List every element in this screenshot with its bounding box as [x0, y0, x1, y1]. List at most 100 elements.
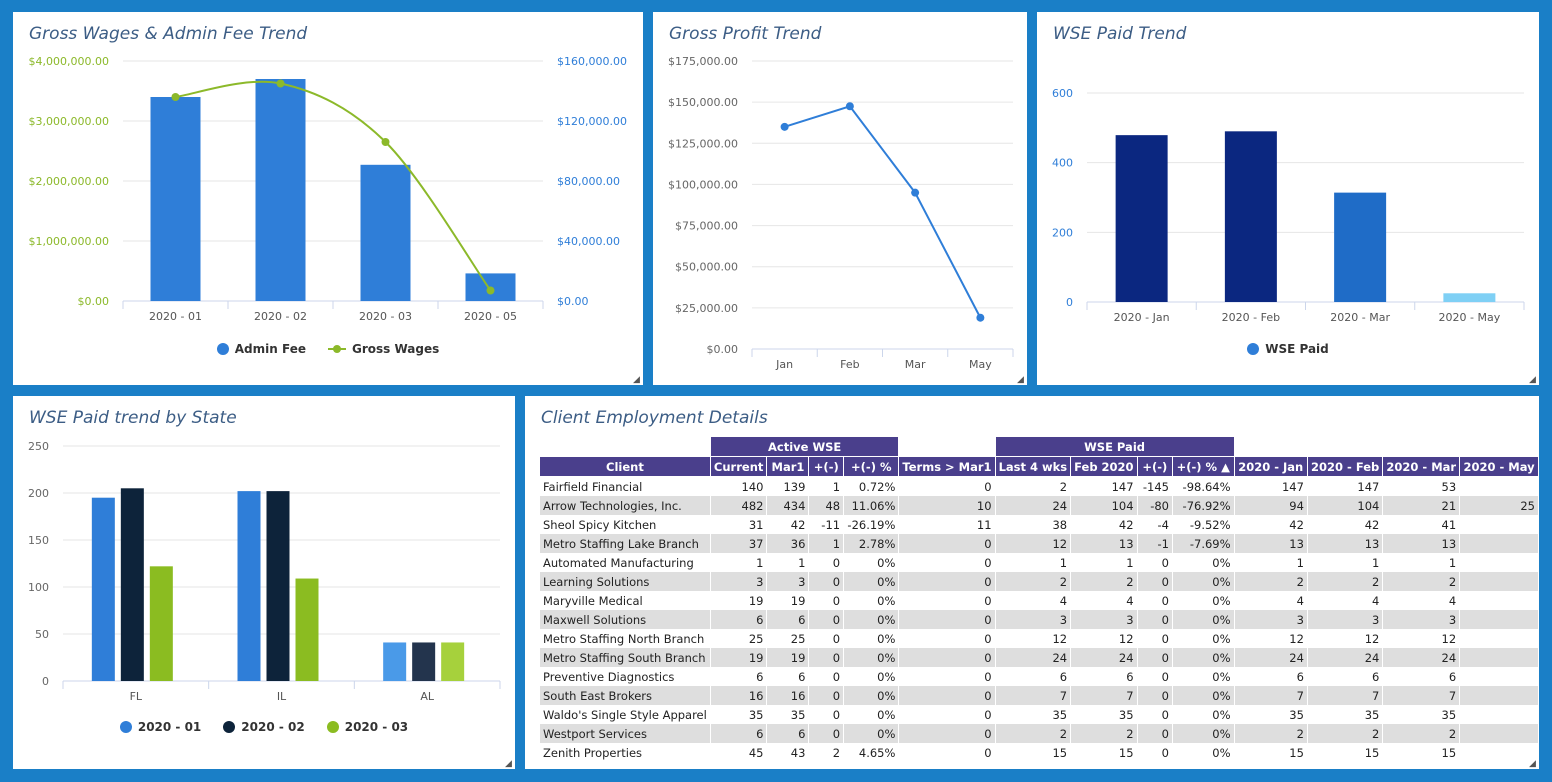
resize-handle-icon[interactable]: ◢ [1529, 758, 1536, 768]
table-cell: 53 [1382, 476, 1461, 496]
resize-handle-icon[interactable]: ◢ [633, 374, 640, 384]
column-header[interactable]: +(-) [808, 456, 845, 477]
table-cell: 13 [1382, 534, 1461, 553]
table-row[interactable]: Automated Manufacturing 1 1 0 0% 0 1 1 0 0% 1 1 1 [539, 553, 1539, 572]
table-cell: 2 [808, 743, 845, 762]
column-header[interactable]: Terms > Mar1 [898, 456, 996, 477]
table-row[interactable]: Westport Services 6 6 0 0% 0 2 2 0 0% 2 2 2 [539, 724, 1539, 743]
gross-profit-point [976, 313, 985, 322]
legend-2020-02[interactable]: 2020 - 02 [223, 720, 305, 734]
table-cell: 0 [808, 610, 845, 629]
legend-admin-fee[interactable]: Admin Fee [216, 342, 306, 356]
legend-2020-03[interactable]: 2020 - 03 [326, 720, 408, 734]
y-right-tick-label: $80,000.00 [557, 175, 620, 188]
y-right-tick-label: $0.00 [557, 295, 589, 308]
table-cell: 3 [1382, 610, 1461, 629]
table-cell: 0% [1172, 572, 1235, 591]
table-row[interactable]: Metro Staffing South Branch 19 19 0 0% 0 24 24 0… [539, 648, 1539, 667]
legend-wse-paid[interactable]: WSE Paid [1247, 342, 1329, 356]
resize-handle-icon[interactable]: ◢ [505, 758, 512, 768]
table-row[interactable]: Metro Staffing Lake Branch 37 36 1 2.78% 0 12 1… [539, 534, 1539, 553]
table-cell: 0 [1136, 629, 1174, 648]
column-header[interactable]: +(-) % ▲ [1172, 456, 1235, 477]
table-row[interactable]: Fairfield Financial 140 139 1 0.72% 0 2 147 -145… [539, 476, 1539, 496]
column-header[interactable]: Client [539, 456, 711, 477]
column-header[interactable]: 2020 - Jan [1233, 456, 1308, 477]
client-name-cell: Learning Solutions [539, 572, 711, 591]
table-cell: 43 [766, 743, 810, 762]
y-tick-label: $100,000.00 [668, 178, 738, 191]
table-row[interactable]: Zenith Properties 45 43 2 4.65% 0 15 15 0 0% 15 15 1… [539, 743, 1539, 762]
table-cell: -98.64% [1172, 476, 1235, 496]
table-cell: 24 [994, 496, 1072, 515]
table-cell: 482 [709, 496, 768, 515]
table-cell: 6 [1070, 667, 1138, 686]
y-tick-label: 250 [28, 440, 49, 453]
column-header[interactable]: Last 4 wks [994, 456, 1072, 477]
table-cell: 1 [1306, 553, 1384, 572]
table-cell: 0 [1136, 610, 1174, 629]
table-cell: 0 [898, 686, 996, 705]
table-cell: 45 [709, 743, 768, 762]
table-cell: 0% [843, 686, 900, 705]
table-cell: 35 [1306, 705, 1384, 724]
panel-title: WSE Paid trend by State [29, 408, 237, 428]
column-header[interactable]: +(-) [1136, 456, 1174, 477]
blank-header [898, 436, 996, 457]
table-row[interactable]: Maryville Medical 19 19 0 0% 0 4 4 0 0% 4 4 4 [539, 591, 1539, 610]
legend-2020-01[interactable]: 2020 - 01 [119, 720, 201, 734]
resize-handle-icon[interactable]: ◢ [1529, 374, 1536, 384]
table-cell: 4 [1382, 591, 1461, 610]
x-tick-label: 2020 - Jan [1114, 311, 1170, 324]
gross-profit-point [845, 102, 854, 111]
legend-gross-wages[interactable]: Gross Wages [327, 342, 439, 356]
wse-state-chart: 0 50 100 150 200 250 FL IL AL [28, 440, 501, 703]
table-cell: 36 [766, 534, 810, 553]
wse-paid-group-header: WSE Paid [994, 436, 1235, 457]
chart-legend[interactable]: WSE Paid [1037, 342, 1539, 356]
table-row[interactable]: Waldo's Single Style Apparel 35 35 0 0% 0 35 35… [539, 705, 1539, 724]
table-cell: 2.78% [843, 534, 900, 553]
chart-legend[interactable]: Admin Fee Gross Wages [13, 342, 643, 356]
table-cell: 0% [843, 553, 900, 572]
column-header[interactable]: 2020 - May [1459, 456, 1539, 477]
table-row[interactable]: Sheol Spicy Kitchen 31 42 -11 -26.19% 11 38 42-… [539, 515, 1539, 534]
table-cell: 6 [766, 610, 810, 629]
table-cell: 24 [1070, 648, 1138, 667]
table-row[interactable]: Maxwell Solutions 6 6 0 0% 0 3 3 0 0% 3 3 3 [539, 610, 1539, 629]
column-header[interactable]: 2020 - Mar [1382, 456, 1461, 477]
chart-legend[interactable]: 2020 - 01 2020 - 02 2020 - 03 [13, 720, 515, 734]
y-tick-label: $25,000.00 [675, 302, 738, 315]
table-cell: -80 [1136, 496, 1174, 515]
table-cell: 12 [1070, 629, 1138, 648]
gross-wages-chart: $0.00 $1,000,000.00 $2,000,000.00 $3,000,00… [29, 55, 627, 323]
table-row[interactable]: Learning Solutions 3 3 0 0% 0 2 2 0 0% 2 2 2 [539, 572, 1539, 591]
table-cell: 37 [709, 534, 768, 553]
table-row[interactable]: Arrow Technologies, Inc. 482 434 48 11.06% 10… [539, 496, 1539, 515]
table-cell: -9.52% [1172, 515, 1235, 534]
table-row[interactable]: Preventive Diagnostics 6 6 0 0% 0 6 6 0 0% 6 6 6 [539, 667, 1539, 686]
table-cell: 0% [1172, 591, 1235, 610]
table-cell: 3 [709, 572, 768, 591]
table-cell: 0 [1136, 553, 1174, 572]
gross-wages-point [171, 93, 180, 101]
column-header[interactable]: Feb 2020 [1070, 456, 1138, 477]
column-header[interactable]: +(-) % [843, 456, 900, 477]
column-header[interactable]: Mar1 [766, 456, 810, 477]
table-cell: 0% [843, 572, 900, 591]
table-cell: 0% [843, 705, 900, 724]
table-cell: 21 [1382, 496, 1461, 515]
x-tick-label: 2020 - 01 [149, 310, 202, 323]
resize-handle-icon[interactable]: ◢ [1017, 374, 1024, 384]
y-left-tick-label: $3,000,000.00 [29, 115, 109, 128]
table-cell: 4.65% [843, 743, 900, 762]
table-cell: 1 [1070, 553, 1138, 572]
table-row[interactable]: South East Brokers 16 16 0 0% 0 7 7 0 0% 7 7 7 [539, 686, 1539, 705]
column-header[interactable]: Current [709, 456, 768, 477]
client-name-cell: Metro Staffing North Branch [539, 629, 711, 648]
table-cell: 0 [898, 534, 996, 553]
column-header[interactable]: 2020 - Feb [1306, 456, 1384, 477]
table-row[interactable]: Metro Staffing North Branch 25 25 0 0% 0 12 12 0… [539, 629, 1539, 648]
table-cell [1459, 686, 1539, 705]
client-name-cell: Maryville Medical [539, 591, 711, 610]
